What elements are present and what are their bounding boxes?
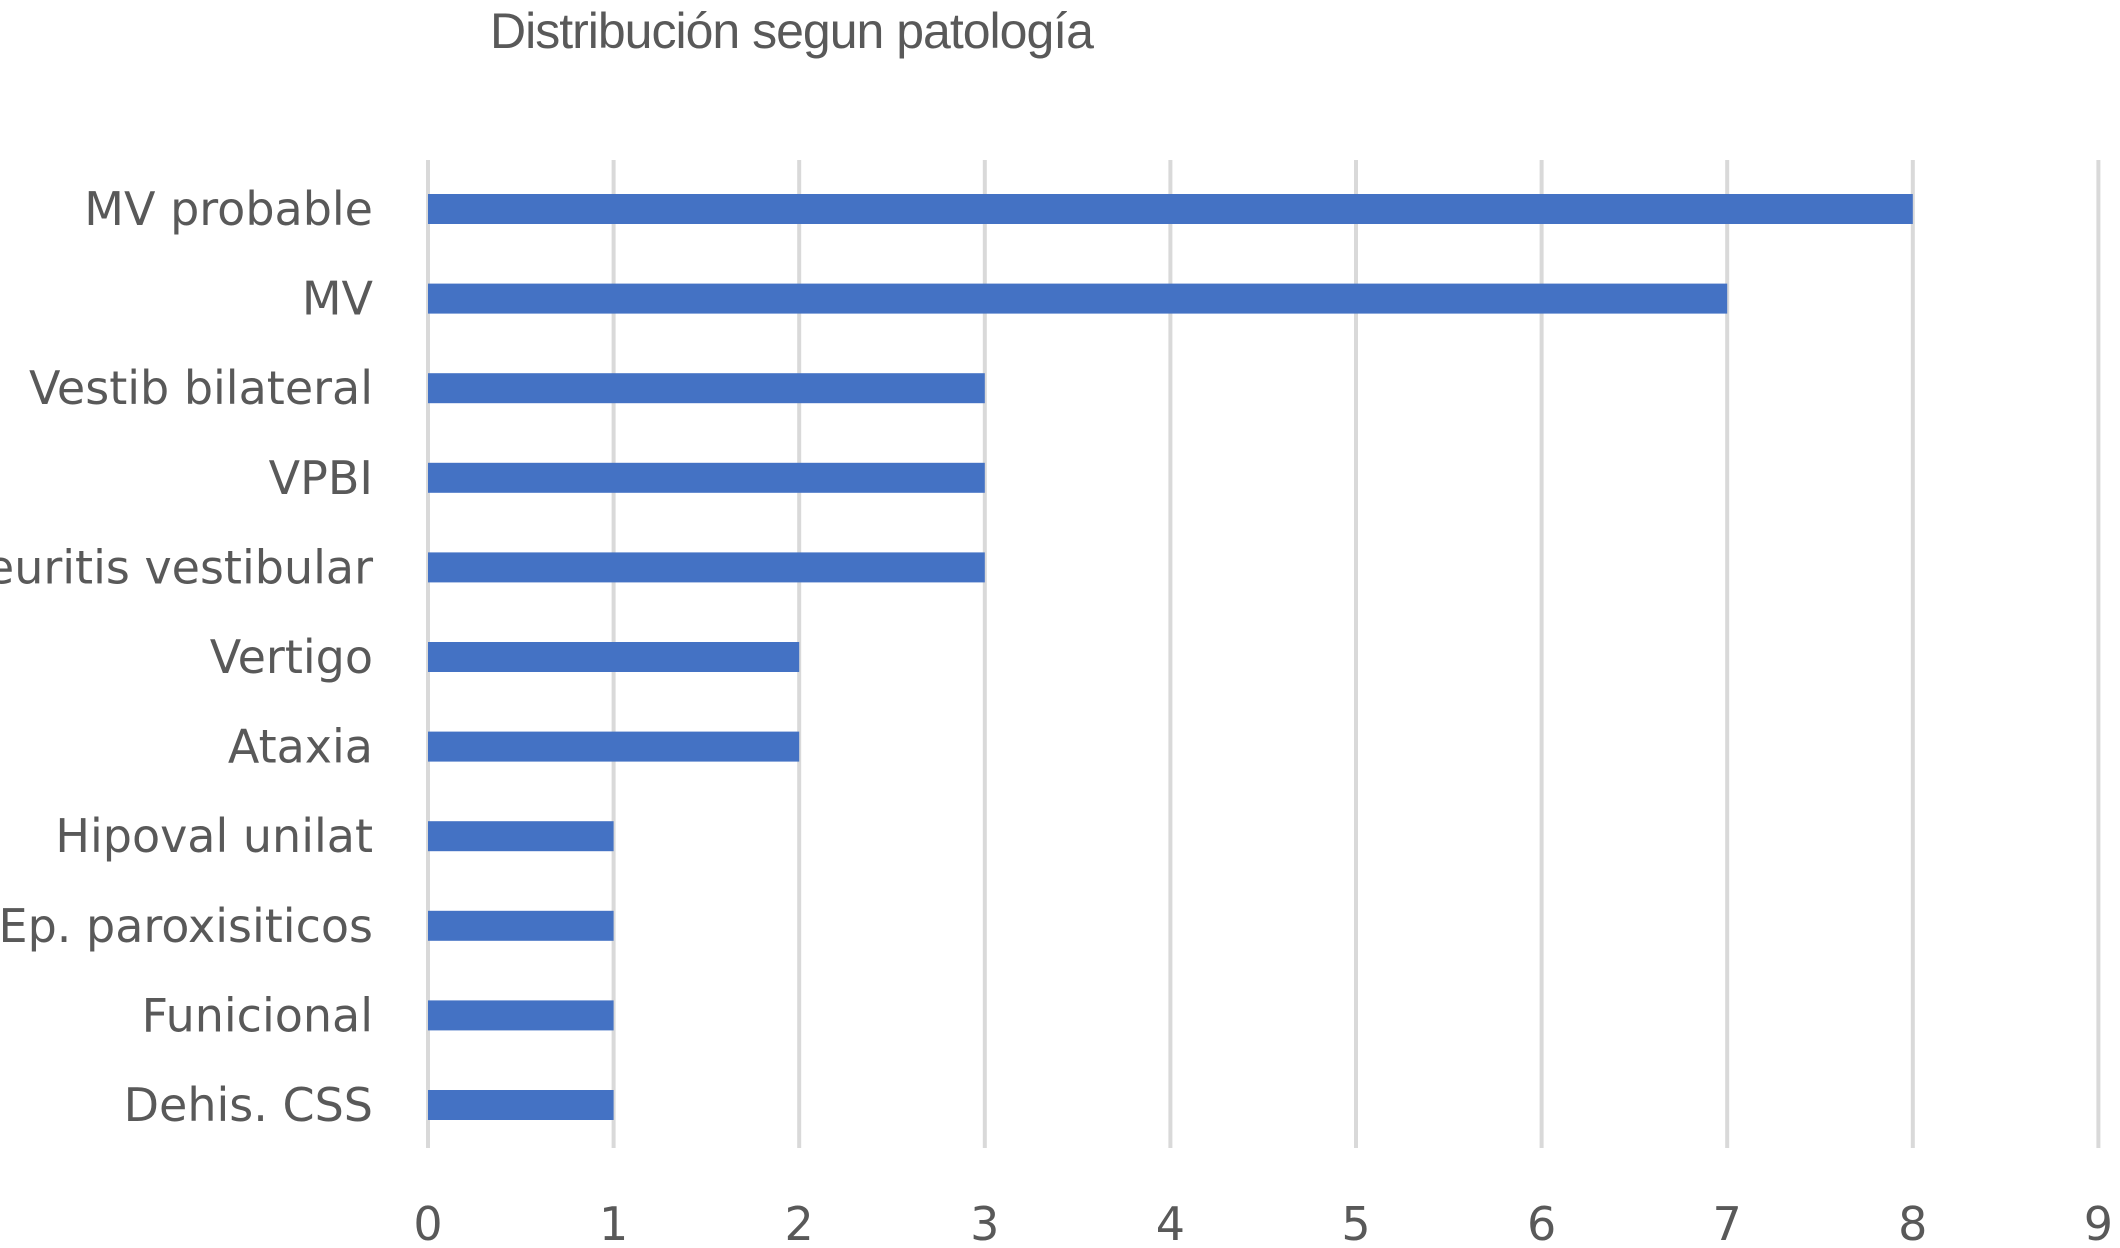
category-label: Vertigo: [210, 630, 373, 684]
category-label: Ataxia: [228, 720, 373, 774]
category-label: MV probable: [84, 182, 373, 236]
x-tick-label: 5: [1341, 1197, 1370, 1248]
bar: [428, 194, 1913, 224]
bar: [428, 731, 800, 762]
bar: [428, 821, 614, 852]
x-tick-label: 1: [599, 1197, 628, 1248]
bar: [428, 1000, 614, 1031]
bar: [428, 552, 985, 583]
category-label: Dehis. CSS: [124, 1078, 373, 1132]
bar: [428, 462, 985, 493]
bar: [428, 373, 985, 404]
bar: [428, 283, 1728, 314]
category-label: Ep. paroxisiticos: [0, 899, 373, 953]
category-label: Vestib bilateral: [29, 361, 373, 415]
x-tick-label: 2: [785, 1197, 814, 1248]
category-label: MV: [302, 272, 374, 326]
x-tick-label: 7: [1713, 1197, 1742, 1248]
category-label: Neuritis vestibular: [0, 540, 373, 594]
category-label: VPBI: [269, 451, 373, 505]
x-tick-label: 6: [1527, 1197, 1556, 1248]
bar: [428, 1090, 614, 1120]
x-tick-label: 8: [1898, 1197, 1927, 1248]
x-tick-label: 9: [2084, 1197, 2113, 1248]
category-label: Hipoval unilat: [55, 809, 373, 863]
category-label: Funicional: [142, 988, 373, 1042]
chart-title: Distribución segun patología: [490, 3, 1094, 59]
bar: [428, 910, 614, 941]
bar: [428, 642, 800, 672]
x-tick-label: 0: [413, 1197, 442, 1248]
x-tick-label: 4: [1156, 1197, 1185, 1248]
x-tick-label: 3: [970, 1197, 999, 1248]
